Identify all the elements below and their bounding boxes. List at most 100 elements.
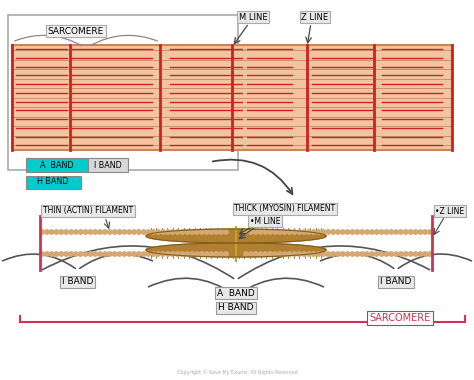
Text: •Z LINE: •Z LINE (436, 206, 465, 215)
Circle shape (423, 230, 428, 234)
Circle shape (365, 252, 369, 256)
Circle shape (283, 230, 287, 234)
Circle shape (389, 252, 393, 256)
Circle shape (224, 252, 228, 256)
Circle shape (355, 230, 360, 234)
Circle shape (166, 230, 170, 234)
Circle shape (287, 230, 292, 234)
Text: •M LINE: •M LINE (250, 217, 280, 225)
Bar (12, 45, 452, 150)
Circle shape (370, 252, 374, 256)
Circle shape (365, 230, 369, 234)
Circle shape (399, 230, 403, 234)
Circle shape (200, 252, 204, 256)
Circle shape (219, 252, 223, 256)
Circle shape (273, 252, 277, 256)
Circle shape (69, 230, 73, 234)
Circle shape (73, 230, 78, 234)
Circle shape (88, 230, 92, 234)
Text: SARCOMERE: SARCOMERE (369, 313, 430, 323)
Circle shape (98, 230, 102, 234)
Circle shape (350, 252, 355, 256)
Text: I BAND: I BAND (62, 277, 93, 287)
Circle shape (185, 252, 190, 256)
Circle shape (374, 230, 379, 234)
Circle shape (394, 252, 398, 256)
Circle shape (146, 230, 151, 234)
Text: A  BAND: A BAND (217, 288, 255, 298)
Circle shape (311, 252, 316, 256)
Circle shape (175, 252, 180, 256)
Text: H BAND: H BAND (37, 177, 69, 187)
Circle shape (88, 252, 92, 256)
Circle shape (278, 252, 282, 256)
Circle shape (273, 230, 277, 234)
Circle shape (428, 230, 432, 234)
Circle shape (336, 230, 340, 234)
Circle shape (287, 252, 292, 256)
Circle shape (224, 230, 228, 234)
Circle shape (103, 252, 107, 256)
Circle shape (292, 252, 297, 256)
Bar (88, 158, 128, 172)
Circle shape (292, 230, 297, 234)
Circle shape (297, 230, 301, 234)
Circle shape (195, 252, 199, 256)
Circle shape (49, 230, 54, 234)
Circle shape (93, 230, 98, 234)
Text: Copyright © Save My Exams. All Rights Reserved: Copyright © Save My Exams. All Rights Re… (177, 369, 297, 375)
Circle shape (98, 252, 102, 256)
Circle shape (321, 252, 326, 256)
Circle shape (268, 252, 273, 256)
Circle shape (190, 252, 194, 256)
Polygon shape (146, 229, 326, 243)
Circle shape (244, 230, 248, 234)
Circle shape (389, 230, 393, 234)
Circle shape (258, 230, 263, 234)
Text: THICK (MYOSIN) FILAMENT: THICK (MYOSIN) FILAMENT (235, 204, 336, 214)
Circle shape (254, 252, 258, 256)
Circle shape (195, 230, 199, 234)
Circle shape (161, 230, 165, 234)
Circle shape (355, 252, 360, 256)
Circle shape (384, 252, 389, 256)
Circle shape (156, 230, 160, 234)
Bar (8, 15, 238, 170)
Circle shape (360, 252, 365, 256)
Circle shape (112, 230, 117, 234)
Circle shape (418, 252, 422, 256)
Circle shape (399, 252, 403, 256)
Circle shape (49, 252, 54, 256)
Circle shape (151, 252, 155, 256)
Polygon shape (146, 243, 326, 257)
Circle shape (317, 252, 321, 256)
Circle shape (166, 252, 170, 256)
Circle shape (108, 230, 112, 234)
Circle shape (219, 230, 223, 234)
Circle shape (403, 252, 408, 256)
Text: I BAND: I BAND (380, 277, 412, 287)
Circle shape (204, 230, 209, 234)
Circle shape (127, 230, 131, 234)
Circle shape (122, 230, 127, 234)
Circle shape (112, 252, 117, 256)
Circle shape (413, 230, 418, 234)
Circle shape (360, 230, 365, 234)
Circle shape (307, 252, 311, 256)
Circle shape (151, 230, 155, 234)
Circle shape (79, 252, 83, 256)
Circle shape (413, 252, 418, 256)
Circle shape (384, 230, 389, 234)
Circle shape (254, 230, 258, 234)
Circle shape (311, 230, 316, 234)
Circle shape (321, 230, 326, 234)
Circle shape (40, 230, 44, 234)
Circle shape (83, 230, 88, 234)
Circle shape (146, 252, 151, 256)
Text: A  BAND: A BAND (40, 160, 74, 169)
Circle shape (200, 230, 204, 234)
Circle shape (93, 252, 98, 256)
Circle shape (83, 252, 88, 256)
Circle shape (64, 252, 68, 256)
Circle shape (346, 252, 350, 256)
